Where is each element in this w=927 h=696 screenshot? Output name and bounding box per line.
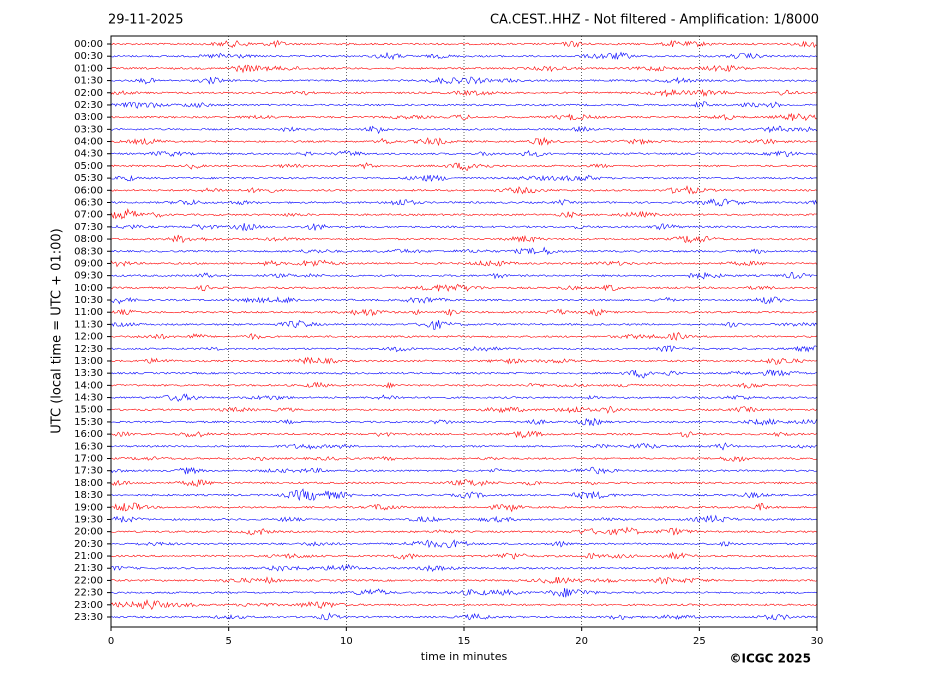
trace bbox=[110, 393, 817, 402]
y-tick-label: 02:30 bbox=[74, 100, 103, 111]
y-tick-label: 07:30 bbox=[74, 222, 103, 233]
chart-title: CA.CEST..HHZ - Not filtered - Amplificat… bbox=[490, 13, 819, 28]
y-tick-label: 12:00 bbox=[74, 332, 103, 343]
y-tick-label: 12:30 bbox=[74, 344, 103, 355]
y-tick-label: 20:00 bbox=[74, 527, 103, 538]
trace bbox=[110, 598, 817, 610]
y-axis-label: UTC (local time = UTC + 01:00) bbox=[50, 228, 65, 433]
y-tick-label: 06:00 bbox=[74, 185, 103, 196]
plot-frame bbox=[110, 35, 818, 628]
x-tick-label: 10 bbox=[340, 636, 353, 647]
x-tick-label: 15 bbox=[458, 636, 471, 647]
trace bbox=[110, 149, 817, 158]
y-tick-label: 17:30 bbox=[74, 466, 103, 477]
trace bbox=[110, 136, 817, 147]
trace bbox=[110, 539, 817, 549]
x-tick-label: 25 bbox=[693, 636, 706, 647]
y-tick-label: 18:30 bbox=[74, 490, 103, 501]
y-tick-label: 21:00 bbox=[74, 551, 103, 562]
trace bbox=[110, 514, 817, 523]
date: 29-11-2025 bbox=[108, 13, 184, 28]
y-tick-label: 00:30 bbox=[74, 51, 103, 62]
y-tick-label: 17:00 bbox=[74, 454, 103, 465]
trace bbox=[110, 456, 817, 463]
y-tick-label: 20:30 bbox=[74, 539, 103, 550]
trace bbox=[110, 101, 817, 109]
y-tick-label: 08:30 bbox=[74, 246, 103, 257]
trace bbox=[110, 332, 817, 341]
trace bbox=[110, 466, 817, 475]
traces bbox=[110, 39, 817, 621]
y-tick-label: 09:30 bbox=[74, 271, 103, 282]
trace bbox=[110, 576, 817, 585]
y-tick-label: 04:30 bbox=[74, 149, 103, 160]
y-tick-label: 06:30 bbox=[74, 197, 103, 208]
trace bbox=[110, 442, 817, 451]
y-tick-label: 23:30 bbox=[74, 612, 103, 623]
y-tick-label: 19:00 bbox=[74, 502, 103, 513]
y-tick-label: 05:00 bbox=[74, 161, 103, 172]
y-tick-label: 10:00 bbox=[74, 283, 103, 294]
y-tick-label: 19:30 bbox=[74, 514, 103, 525]
y-tick-label: 05:30 bbox=[74, 173, 103, 184]
y-tick-label: 15:00 bbox=[74, 405, 103, 416]
y-tick-label: 13:00 bbox=[74, 356, 103, 367]
y-tick-label: 16:30 bbox=[74, 441, 103, 452]
x-tick-label: 0 bbox=[108, 636, 114, 647]
trace bbox=[110, 417, 817, 427]
y-tick-label: 22:00 bbox=[74, 575, 103, 586]
y-tick-label: 00:00 bbox=[74, 39, 103, 50]
trace bbox=[110, 162, 817, 171]
y-tick-label: 09:00 bbox=[74, 258, 103, 269]
y-tick-label: 07:00 bbox=[74, 210, 103, 221]
y-tick-label: 02:00 bbox=[74, 88, 103, 99]
trace bbox=[110, 296, 817, 305]
x-tick-label: 20 bbox=[575, 636, 588, 647]
trace bbox=[110, 88, 817, 97]
x-axis-label: time in minutes bbox=[421, 650, 508, 663]
y-tick-label: 01:00 bbox=[74, 63, 103, 74]
trace bbox=[110, 381, 817, 390]
y-tick-label: 18:00 bbox=[74, 478, 103, 489]
y-tick-label: 14:30 bbox=[74, 393, 103, 404]
credit: ©ICGC 2025 bbox=[729, 652, 811, 666]
x-tick-label: 5 bbox=[225, 636, 231, 647]
y-tick-label: 22:30 bbox=[74, 588, 103, 599]
y-tick-label: 23:00 bbox=[74, 600, 103, 611]
y-tick-label: 14:00 bbox=[74, 380, 103, 391]
x-tick-label: 30 bbox=[811, 636, 824, 647]
y-tick-label: 03:00 bbox=[74, 112, 103, 123]
y-tick-label: 04:00 bbox=[74, 137, 103, 148]
y-tick-label: 03:30 bbox=[74, 124, 103, 135]
y-tick-label: 15:30 bbox=[74, 417, 103, 428]
y-tick-label: 16:00 bbox=[74, 429, 103, 440]
trace bbox=[110, 198, 817, 207]
y-tick-label: 11:30 bbox=[74, 319, 103, 330]
trace bbox=[110, 430, 817, 439]
trace bbox=[110, 208, 817, 220]
y-tick-label: 11:00 bbox=[74, 307, 103, 318]
y-tick-label: 13:30 bbox=[74, 368, 103, 379]
y-tick-label: 10:30 bbox=[74, 295, 103, 306]
trace bbox=[110, 488, 817, 502]
y-tick-label: 21:30 bbox=[74, 563, 103, 574]
y-tick-label: 08:00 bbox=[74, 234, 103, 245]
y-tick-label: 01:30 bbox=[74, 76, 103, 87]
